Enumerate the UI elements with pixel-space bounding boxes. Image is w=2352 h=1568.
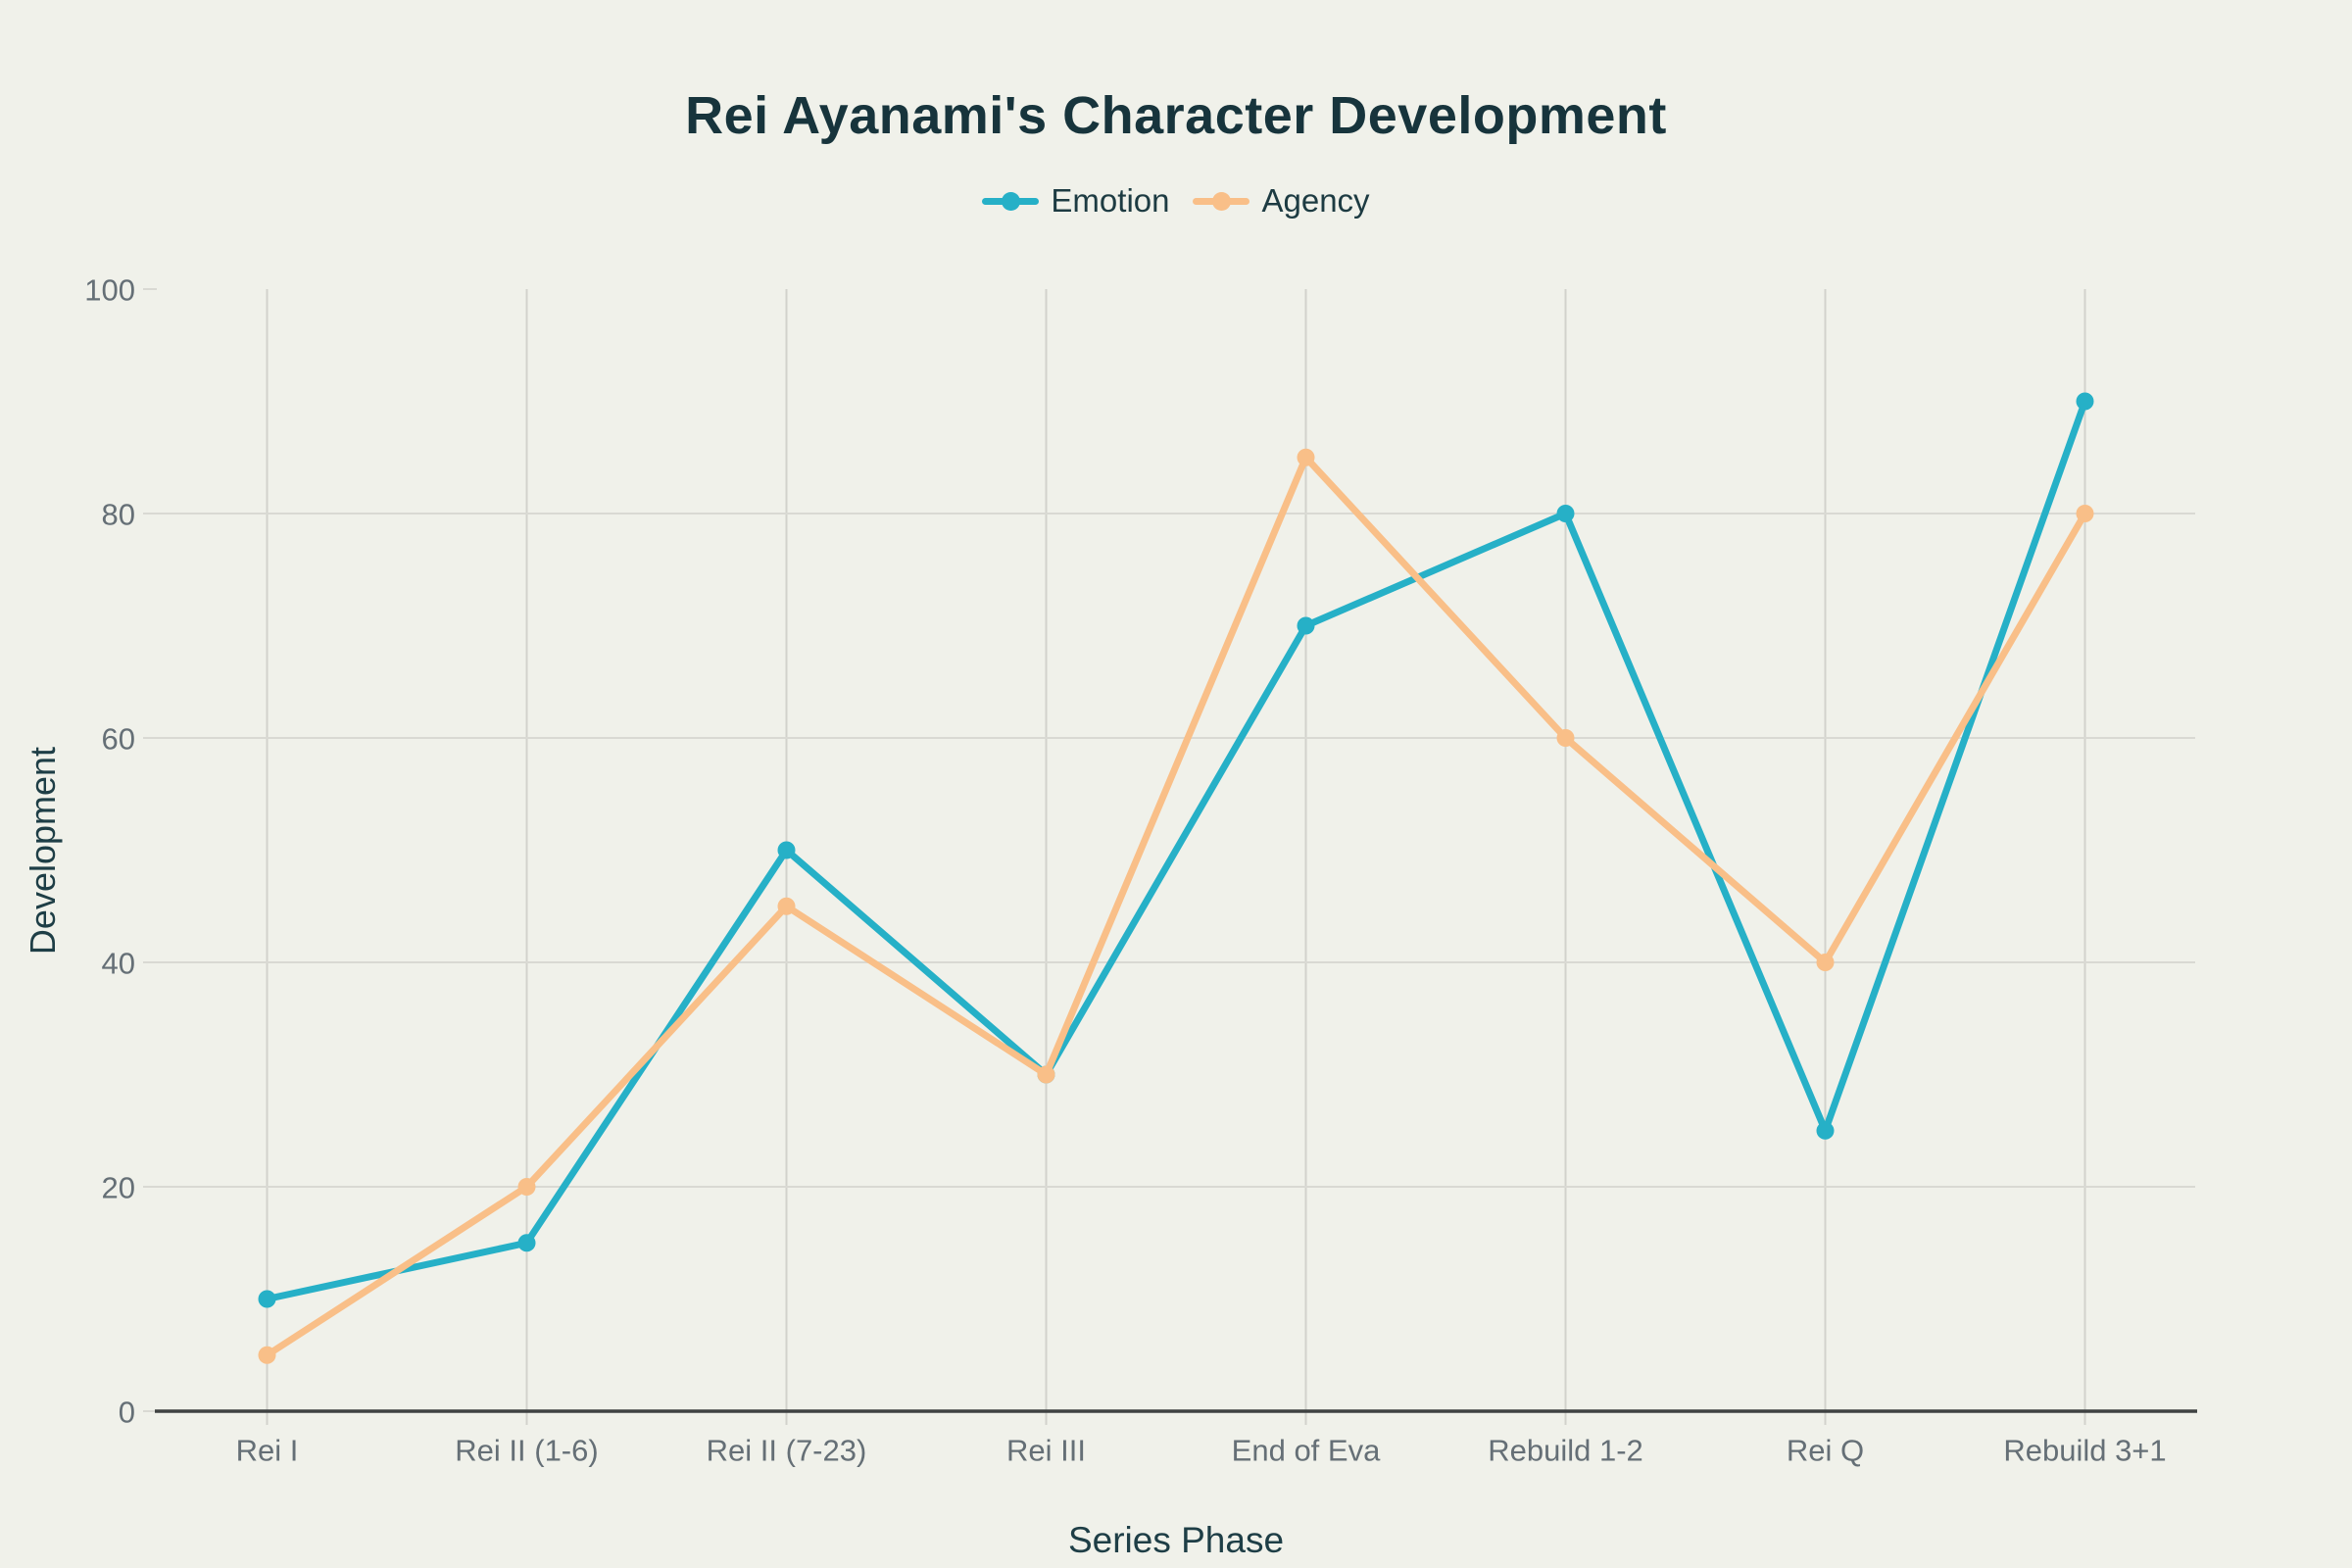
series-point-agency-0 [258, 1346, 276, 1364]
x-tick-label-5: Rebuild 1-2 [1488, 1434, 1643, 1468]
y-tick-label-80: 80 [102, 498, 135, 532]
y-tick-label-40: 40 [102, 947, 135, 981]
series-point-agency-1 [517, 1178, 536, 1196]
series-point-emotion-4 [1297, 616, 1315, 635]
y-tick-label-0: 0 [119, 1396, 135, 1430]
y-tick-label-60: 60 [102, 722, 135, 757]
series-point-emotion-7 [2076, 392, 2094, 411]
legend: Emotion Agency [0, 182, 2352, 220]
legend-dot-icon [1001, 191, 1020, 211]
x-tick-label-0: Rei I [236, 1434, 299, 1468]
series-point-agency-2 [777, 897, 796, 915]
series-line-emotion [264, 398, 2088, 1302]
series-point-agency-4 [1297, 448, 1315, 466]
y-tick-label-100: 100 [84, 273, 135, 308]
emotion-series-marker-icon [982, 190, 1040, 212]
legend-item-agency: Agency [1193, 182, 1370, 220]
x-tick-label-1: Rei II (1-6) [455, 1434, 598, 1468]
series-point-emotion-6 [1816, 1121, 1835, 1140]
series-point-agency-3 [1037, 1065, 1055, 1084]
x-axis-title: Series Phase [1067, 1520, 1285, 1560]
y-axis-title: Development [23, 746, 63, 956]
series-point-agency-6 [1816, 954, 1835, 971]
series-point-agency-7 [2076, 505, 2094, 522]
x-tick-label-6: Rei Q [1787, 1434, 1864, 1468]
series-line-agency [264, 454, 2088, 1359]
x-tick-label-4: End of Eva [1232, 1434, 1381, 1468]
x-tick-label-2: Rei II (7-23) [707, 1434, 867, 1468]
legend-item-emotion: Emotion [982, 182, 1169, 220]
chart-title: Rei Ayanami's Character Development [685, 86, 1667, 145]
legend-dot-icon [1211, 191, 1231, 211]
agency-series-marker-icon [1193, 190, 1250, 212]
x-tick-label-7: Rebuild 3+1 [2003, 1434, 2166, 1468]
legend-label-agency: Agency [1261, 182, 1370, 219]
series-point-emotion-0 [258, 1290, 276, 1308]
y-tick-label-20: 20 [102, 1171, 135, 1205]
series-point-emotion-1 [517, 1234, 536, 1252]
x-tick-label-3: Rei III [1006, 1434, 1086, 1468]
series-point-emotion-2 [777, 841, 796, 859]
series-point-agency-5 [1556, 729, 1575, 747]
legend-label-emotion: Emotion [1051, 182, 1170, 219]
series-point-emotion-5 [1556, 505, 1575, 522]
